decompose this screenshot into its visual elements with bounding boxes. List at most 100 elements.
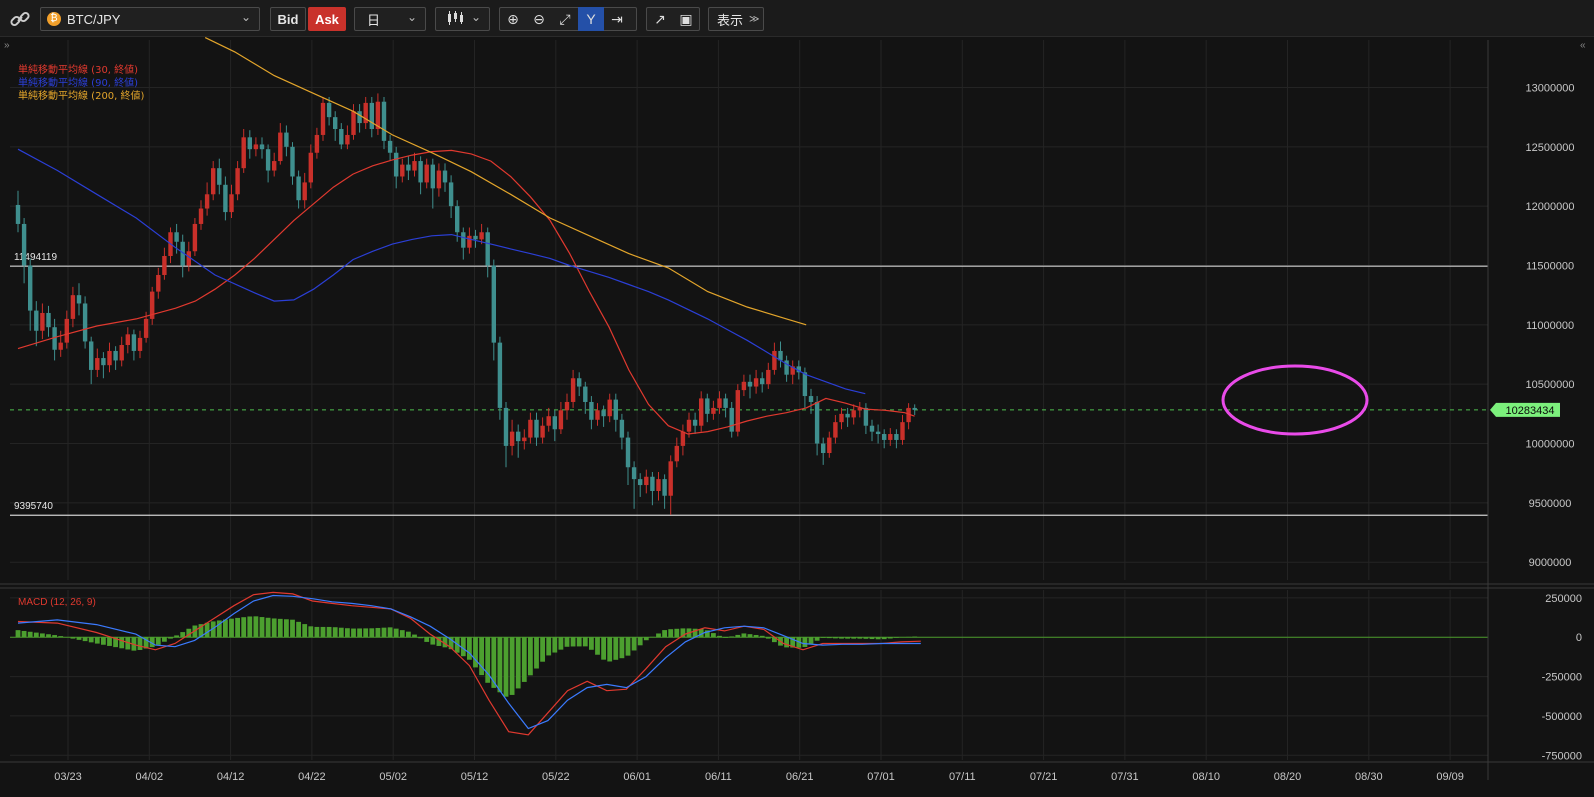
macd-y-tick-label: -750000 [1542, 750, 1582, 762]
candle-body [351, 111, 356, 135]
candle-body [418, 161, 423, 183]
macd-histogram-bar [351, 628, 356, 638]
candle-body [247, 137, 252, 150]
x-tick-label: 06/11 [705, 771, 732, 783]
candle-body [394, 152, 399, 177]
macd-histogram-bar [826, 637, 832, 639]
macd-histogram-bar [277, 618, 283, 638]
macd-histogram-bar [582, 637, 588, 647]
macd-histogram-bar [619, 637, 625, 659]
auto-scale-icon[interactable]: Y [578, 7, 604, 31]
y-tick-label: 10000000 [1526, 439, 1575, 451]
candle-body [845, 413, 850, 418]
macd-histogram-bar [27, 631, 33, 638]
macd-histogram-bar [558, 637, 564, 650]
macd-histogram-bar [223, 619, 228, 638]
moving-average-line [17, 149, 915, 435]
candle-body [162, 256, 167, 275]
macd-histogram-bar [308, 626, 314, 638]
candle-body [894, 434, 899, 440]
macd-histogram-bar [698, 629, 704, 638]
candle-body [15, 204, 21, 224]
macd-histogram-bar [241, 617, 247, 638]
candle-body [601, 410, 606, 417]
indicator-icon[interactable]: ↗ [654, 10, 666, 27]
expand-left-icon[interactable]: » [4, 40, 10, 51]
macd-histogram-bar [485, 637, 491, 683]
candle-body [540, 425, 545, 438]
macd-histogram-bar [204, 622, 210, 638]
macd-histogram-bar [820, 637, 826, 638]
macd-histogram-bar [765, 637, 771, 639]
candle-body [314, 134, 320, 153]
macd-histogram-bar [674, 628, 680, 638]
macd-histogram-bar [314, 626, 320, 638]
macd-histogram-bar [540, 637, 545, 662]
macd-y-tick-label: -250000 [1542, 672, 1582, 684]
macd-histogram-bar [46, 634, 51, 638]
candle-body [198, 208, 204, 224]
macd-histogram-bar [601, 637, 606, 660]
x-tick-label: 07/21 [1030, 771, 1058, 783]
zoom-in-icon[interactable]: ⊕ [507, 10, 519, 27]
candle-body [192, 223, 198, 252]
legend-entry: 単純移動平均線 (30, 終値) [18, 63, 138, 76]
macd-histogram-bar [863, 637, 869, 639]
candle-body [723, 398, 728, 408]
symbol-label: BTC/JPY [67, 11, 121, 27]
candle-body [497, 342, 503, 408]
fit-icon[interactable]: ⤢ [559, 10, 571, 27]
macd-histogram-bar [741, 633, 747, 638]
candle-body [461, 232, 466, 248]
timeframe-select[interactable]: 日 ⌄ [354, 7, 426, 31]
macd-histogram-bar [82, 637, 88, 642]
macd-histogram-bar [58, 636, 64, 638]
macd-histogram-bar [460, 637, 466, 657]
candle-body [290, 146, 295, 177]
macd-histogram-bar [802, 637, 808, 647]
macd-histogram-bar [387, 627, 393, 638]
horizontal-lines: 11494119 9395740 10283434 [10, 252, 1560, 516]
ask-button[interactable]: Ask [308, 7, 346, 31]
candle-body [625, 437, 631, 468]
macd-histogram-bar [375, 627, 381, 638]
macd-histogram-bar [155, 637, 161, 645]
macd-histogram-bar [637, 637, 643, 646]
candle-body [278, 132, 283, 162]
macd-histogram-bar [521, 637, 527, 682]
x-tick-label: 05/12 [461, 771, 489, 783]
display-menu[interactable]: 表示 ≫ [708, 7, 764, 31]
macd-histogram-bar [607, 637, 613, 662]
macd-histogram-bar [259, 617, 265, 638]
bid-button[interactable]: Bid [270, 7, 306, 31]
chart-type-select[interactable]: ⌄ [435, 7, 490, 31]
jump-latest-icon[interactable]: ⇥ [611, 10, 623, 27]
macd-histogram-bar [40, 633, 45, 638]
macd-histogram-bar [784, 637, 789, 648]
candle-body [668, 461, 673, 496]
candle-body [485, 232, 490, 266]
symbol-select[interactable]: ₿ BTC/JPY ⌄ [40, 7, 260, 31]
candle-body [595, 410, 600, 420]
indicator-tools: ↗ ▣ [646, 7, 700, 31]
snapshot-icon[interactable]: ▣ [679, 10, 693, 27]
candle-body [125, 334, 130, 346]
candle-body [272, 161, 277, 171]
candle-body [180, 241, 185, 266]
candle-body [265, 149, 271, 171]
zoom-out-icon[interactable]: ⊖ [533, 10, 545, 27]
macd-histogram-bar [509, 637, 515, 695]
link-icon[interactable] [8, 7, 32, 31]
legend-entry: 単純移動平均線 (90, 終値) [18, 76, 138, 89]
candle-body [424, 164, 429, 183]
x-tick-label: 08/20 [1274, 771, 1302, 783]
chevron-down-icon: ⌄ [470, 10, 481, 24]
macd-histogram-bar [180, 632, 186, 638]
candle-body [705, 398, 710, 414]
macd-histogram-bar [302, 624, 308, 638]
macd-histogram-bar [704, 630, 710, 638]
macd-histogram-bar [21, 630, 27, 638]
expand-right-icon[interactable]: « [1580, 40, 1586, 51]
candle-body [729, 407, 734, 432]
